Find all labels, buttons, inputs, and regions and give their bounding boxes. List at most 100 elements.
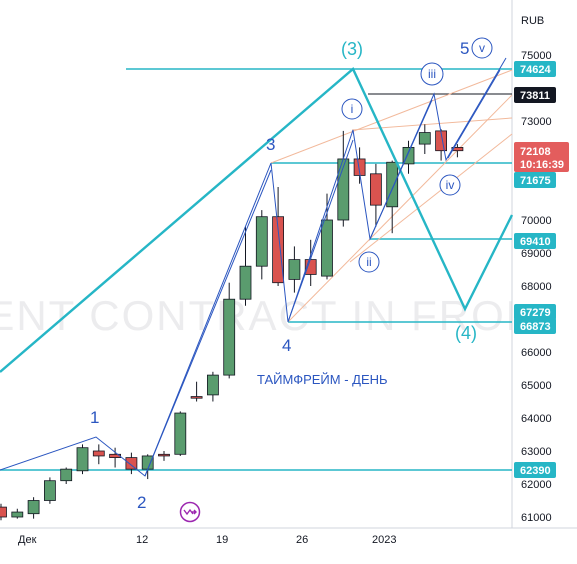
event-marker-icon[interactable] <box>179 501 201 523</box>
wave-label-4-major: (4) <box>455 323 477 343</box>
y-tick-68000: 68000 <box>521 281 552 293</box>
price-badge-71675: 71675 <box>514 172 556 188</box>
candle-body-down <box>272 216 285 284</box>
svg-text:v: v <box>479 41 485 55</box>
candle-body-down <box>158 453 170 457</box>
candle-body-up <box>239 265 252 300</box>
subwave-marker-iv: iv <box>439 174 461 196</box>
y-tick-69000: 69000 <box>521 248 552 260</box>
candle <box>206 371 219 402</box>
timeframe-label: ТАЙМФРЕЙМ - ДЕНЬ <box>257 372 388 387</box>
candle <box>158 451 170 461</box>
price-badge-67279: 67279 <box>514 304 556 320</box>
svg-text:i: i <box>351 102 354 116</box>
svg-text:62390: 62390 <box>520 465 551 477</box>
candle-body-up <box>27 500 40 515</box>
candle <box>174 411 187 456</box>
candle <box>369 163 382 227</box>
price-badge-66873: 66873 <box>514 318 556 334</box>
wave-label-4: 4 <box>282 336 291 355</box>
candle-body-down <box>369 173 382 206</box>
candle <box>109 447 121 468</box>
x-tick-26: 26 <box>296 534 308 546</box>
candle <box>353 147 366 184</box>
svg-text:10:16:39: 10:16:39 <box>520 159 564 171</box>
major-wave-path <box>0 67 514 373</box>
x-tick-12: 12 <box>136 534 148 546</box>
candle <box>386 160 399 234</box>
y-tick-65000: 65000 <box>521 380 552 392</box>
svg-text:iii: iii <box>428 67 436 81</box>
y-tick-66000: 66000 <box>521 347 552 359</box>
y-tick-75000: 75000 <box>521 50 552 62</box>
currency-label: RUB <box>521 15 544 27</box>
wave-label-2: 2 <box>137 493 146 512</box>
candle <box>11 508 24 519</box>
last-price-badge: 72108 10:16:39 <box>514 142 569 172</box>
wave-label-5: 5 <box>460 39 469 58</box>
candle-body-up <box>386 161 399 208</box>
candle-body-up <box>418 132 431 145</box>
candle <box>27 497 40 519</box>
candle <box>272 187 285 286</box>
candle-body-up <box>206 374 219 396</box>
price-axis-ticks: 61000 62000 63000 64000 65000 66000 68000 69000… <box>521 50 552 524</box>
svg-text:74624: 74624 <box>520 64 551 76</box>
wave-paths <box>0 57 507 477</box>
candle <box>288 246 301 293</box>
y-tick-63000: 63000 <box>521 446 552 458</box>
candle-body-down <box>190 396 203 399</box>
price-badge-69410: 69410 <box>514 233 556 249</box>
candle <box>402 140 415 174</box>
candle-body-up <box>288 259 301 280</box>
x-tick-19: 19 <box>216 534 228 546</box>
candle <box>190 381 203 402</box>
y-tick-73000: 73000 <box>521 116 552 128</box>
candle-body-down <box>125 457 138 470</box>
candle <box>60 467 73 484</box>
channel-lines <box>270 69 513 323</box>
y-tick-64000: 64000 <box>521 413 552 425</box>
subwave-marker-v: v <box>471 37 493 59</box>
svg-text:73811: 73811 <box>520 90 550 102</box>
wave-label-1: 1 <box>90 408 99 427</box>
y-tick-62000: 62000 <box>521 479 552 491</box>
candle-body-down <box>0 506 7 518</box>
candle <box>76 444 89 475</box>
candle <box>44 477 56 504</box>
svg-text:67279: 67279 <box>520 307 551 319</box>
candles <box>0 124 464 521</box>
svg-text:72108: 72108 <box>520 146 551 158</box>
y-tick-61000: 61000 <box>521 512 552 524</box>
subwave-marker-i: i <box>341 98 363 120</box>
candle-body-up <box>60 468 73 482</box>
candle <box>239 226 252 306</box>
candle-body-up <box>255 216 268 267</box>
price-badge-62390: 62390 <box>514 462 556 478</box>
svg-text:69410: 69410 <box>520 236 551 248</box>
level-lines <box>0 68 512 471</box>
candle <box>418 124 431 154</box>
candle-body-up <box>402 146 415 165</box>
candle <box>255 210 268 280</box>
price-badge-73811: 73811 <box>514 87 556 103</box>
wave-label-3-major: (3) <box>341 39 363 59</box>
svg-text:iv: iv <box>446 178 455 192</box>
svg-text:66873: 66873 <box>520 321 551 333</box>
candle-body-up <box>141 455 154 470</box>
candle-body-up <box>223 298 236 376</box>
svg-text:ii: ii <box>366 255 371 269</box>
x-tick-2023: 2023 <box>372 534 396 546</box>
candle-body-up <box>11 511 24 518</box>
candle-body-up <box>44 480 56 501</box>
wave-label-3: 3 <box>266 135 275 154</box>
price-badge-74624: 74624 <box>514 61 556 77</box>
candle <box>0 503 7 521</box>
y-tick-70000: 70000 <box>521 215 552 227</box>
x-tick-dec: Дек <box>18 534 37 546</box>
candle-body-up <box>174 412 187 455</box>
candle <box>92 444 105 465</box>
subwave-marker-ii: ii <box>358 251 380 273</box>
svg-text:71675: 71675 <box>520 175 551 187</box>
